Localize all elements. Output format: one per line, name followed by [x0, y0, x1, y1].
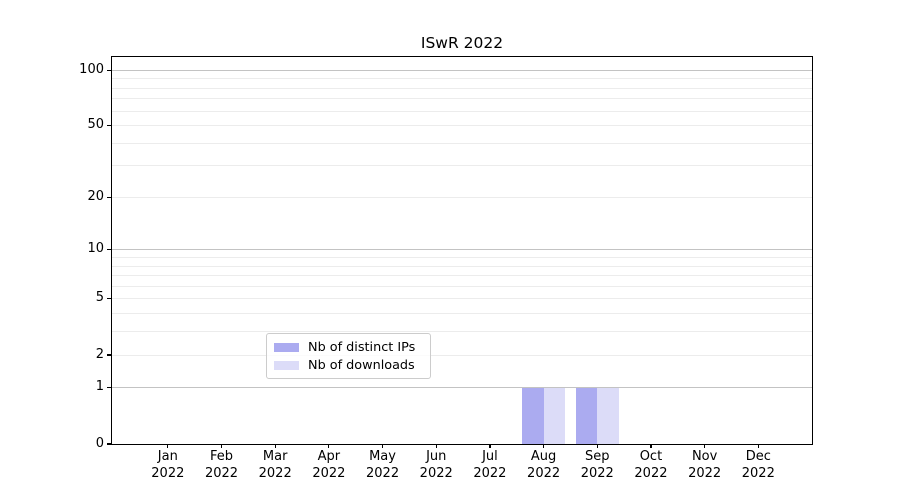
y-tick-mark [107, 249, 112, 251]
x-tick-label: Oct 2022 [616, 449, 686, 482]
gridline-minor [112, 78, 812, 80]
bar-nb-of-downloads-aug [543, 387, 566, 444]
x-tick-mark [381, 444, 384, 449]
legend-swatch-nb-of-downloads [274, 360, 299, 370]
y-tick-mark [107, 443, 112, 445]
gridline-minor [112, 142, 812, 144]
gridline-minor [112, 165, 812, 167]
x-tick-label-year: 2022 [312, 465, 346, 481]
x-tick-label-year: 2022 [366, 465, 400, 481]
gridline-minor [112, 196, 812, 198]
gridline-major [112, 249, 812, 251]
chart-title: ISwR 2022 [420, 34, 504, 52]
x-tick-label-year: 2022 [258, 465, 292, 481]
gridline-minor [112, 125, 812, 127]
x-tick-mark [542, 444, 545, 449]
legend-item-nb-of-downloads: Nb of downloads [274, 357, 423, 375]
legend-label-nb-of-distinct-ips: Nb of distinct IPs [308, 340, 416, 356]
x-tick-label-month: Feb [209, 449, 234, 464]
x-tick-label-month: Nov [691, 449, 718, 464]
x-tick-label: Mar 2022 [240, 449, 310, 482]
x-tick-label-year: 2022 [580, 465, 614, 481]
x-tick-label: Sep 2022 [562, 449, 632, 482]
gridline-major [112, 69, 812, 71]
gridline-minor [112, 331, 812, 333]
y-tick-mark [107, 354, 112, 356]
y-tick-label: 100 [79, 61, 104, 77]
bar-nb-of-distinct-ips-aug [522, 387, 544, 444]
x-tick-label: Feb 2022 [187, 449, 257, 482]
x-tick-mark [274, 444, 276, 449]
gridline-minor [112, 265, 812, 267]
x-tick-label-month: Mar [262, 449, 288, 464]
y-tick-label: 5 [95, 290, 104, 306]
x-tick-label-month: Apr [317, 449, 341, 464]
x-tick-mark [435, 444, 437, 449]
x-tick-mark [704, 444, 706, 449]
x-tick-mark [167, 444, 169, 449]
x-tick-mark [650, 444, 652, 449]
x-tick-mark [596, 444, 598, 449]
x-tick-label-year: 2022 [688, 465, 722, 481]
legend-swatch-nb-of-distinct-ips [274, 343, 299, 353]
gridline-major [112, 387, 812, 389]
gridline-minor [112, 313, 812, 315]
gridline-minor [112, 257, 812, 259]
y-tick-label: 50 [87, 117, 104, 133]
x-tick-label: Jul 2022 [455, 449, 525, 482]
legend: Nb of distinct IPs Nb of downloads [266, 333, 431, 379]
gridline-minor [112, 87, 812, 89]
x-tick-label-month: Oct [639, 449, 663, 464]
x-tick-label-year: 2022 [151, 465, 185, 481]
gridline-minor [112, 285, 812, 287]
y-tick-mark [107, 298, 112, 300]
x-tick-label: May 2022 [348, 449, 418, 482]
x-tick-label: Nov 2022 [670, 449, 740, 482]
bar-nb-of-downloads-sep [597, 387, 619, 444]
x-tick-label-month: Dec [745, 449, 771, 464]
x-tick-label-year: 2022 [527, 465, 561, 481]
x-tick-label-month: Jun [426, 449, 447, 464]
gridline-minor [112, 354, 812, 356]
x-tick-mark [220, 444, 223, 449]
y-tick-label: 1 [95, 379, 104, 395]
x-tick-mark [757, 444, 759, 449]
y-tick-label: 10 [87, 241, 104, 257]
y-tick-mark [107, 125, 112, 127]
x-tick-label: Aug 2022 [509, 449, 579, 482]
x-tick-label-year: 2022 [634, 465, 668, 481]
x-tick-label-month: Jan [157, 449, 178, 464]
x-tick-label-month: Sep [585, 449, 610, 464]
x-tick-label: Apr 2022 [294, 449, 364, 482]
gridline-minor [112, 275, 812, 277]
plot-area [112, 57, 812, 444]
y-tick-mark [107, 69, 112, 71]
y-tick-label: 20 [87, 188, 104, 204]
gridline-minor [112, 110, 812, 112]
bar-nb-of-distinct-ips-sep [575, 387, 598, 444]
x-tick-label-year: 2022 [741, 465, 775, 481]
y-tick-mark [107, 196, 112, 199]
x-tick-label: Dec 2022 [723, 449, 793, 482]
x-tick-label-month: Jul [482, 449, 498, 464]
gridline-minor [112, 98, 812, 100]
x-tick-label-month: Aug [530, 449, 557, 464]
gridline-minor [112, 298, 812, 300]
y-tick-mark [107, 387, 112, 389]
x-tick-mark [328, 444, 330, 449]
x-tick-label-month: May [369, 449, 396, 464]
y-tick-label: 2 [95, 346, 104, 362]
x-tick-label-year: 2022 [473, 465, 507, 481]
x-tick-label-year: 2022 [419, 465, 453, 481]
x-tick-mark [489, 444, 491, 449]
x-tick-label: Jan 2022 [133, 449, 203, 482]
y-tick-label: 0 [95, 435, 104, 451]
x-tick-label: Jun 2022 [401, 449, 471, 482]
legend-label-nb-of-downloads: Nb of downloads [308, 357, 415, 373]
x-tick-label-year: 2022 [204, 465, 239, 481]
legend-item-nb-of-distinct-ips: Nb of distinct IPs [274, 339, 423, 357]
